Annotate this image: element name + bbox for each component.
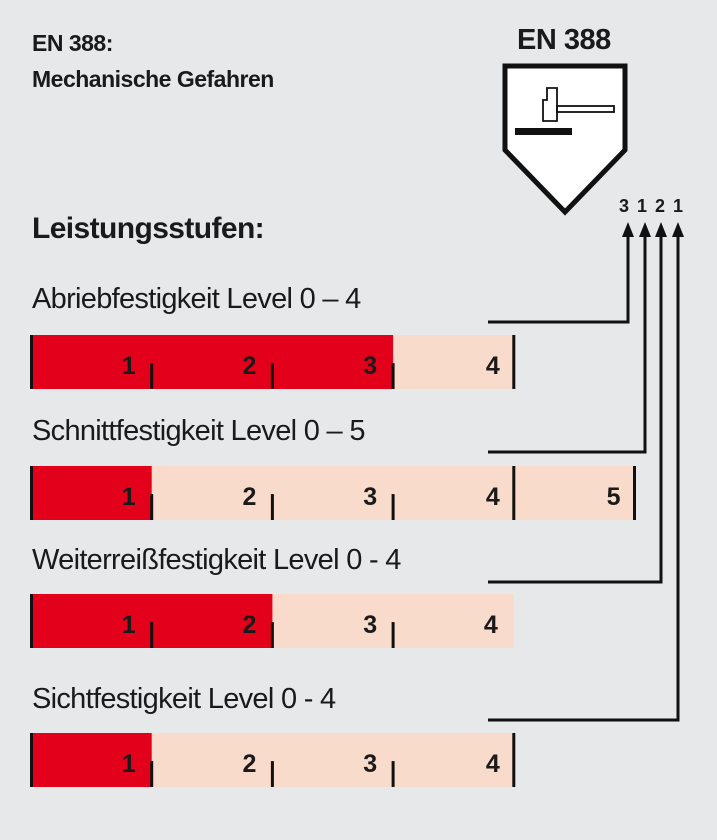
level-tick-label: 2 xyxy=(242,750,256,778)
code-digit-tear: 2 xyxy=(654,196,665,216)
bar-tick-mark xyxy=(512,733,516,787)
connector-lines xyxy=(488,222,684,722)
connector-line xyxy=(488,232,680,722)
bar-tick-mark xyxy=(512,466,516,520)
bar-tick-mark xyxy=(270,761,274,787)
bar-achieved-fill xyxy=(31,466,152,520)
level-bar: 1 2 3 4 5 xyxy=(30,466,636,520)
bar-tick-mark xyxy=(512,335,516,389)
level-bar: 1 2 3 4 xyxy=(30,335,516,389)
level-tick-label: 4 xyxy=(486,352,500,380)
connector-line xyxy=(488,232,630,324)
level-tick-label: 1 xyxy=(122,483,136,511)
bar-start-marker xyxy=(30,733,33,787)
category-label-tear: Weiterreißfestigkeit Level 0 - 4 xyxy=(32,544,401,576)
level-tick-label: 3 xyxy=(363,352,377,380)
code-digit-abrasion: 3 xyxy=(618,196,629,216)
level-bar: 1 2 3 4 xyxy=(30,594,514,648)
bar-tick-mark xyxy=(150,761,154,787)
level-tick-label: 2 xyxy=(242,483,256,511)
bar-start-marker xyxy=(30,335,33,389)
bar-tick-mark xyxy=(270,622,274,648)
title-line-1: EN 388: xyxy=(32,30,113,56)
level-tick-label: 4 xyxy=(486,750,500,778)
code-digit-puncture: 1 xyxy=(672,196,683,216)
arrow-up-icon xyxy=(639,222,651,237)
bar-tick-mark xyxy=(391,622,395,648)
arrow-up-icon xyxy=(622,222,634,237)
shield-icon xyxy=(502,63,628,216)
level-tick-label: 3 xyxy=(363,750,377,778)
level-bars: 1 2 3 4 1 2 3 4 5 1 2 3 4 1 2 3 4 xyxy=(30,335,636,787)
code-digit-cut: 1 xyxy=(636,196,647,216)
hammer-icon xyxy=(542,87,615,122)
bar-tick-mark xyxy=(270,363,274,389)
level-tick-label: 5 xyxy=(607,483,621,511)
level-tick-label: 4 xyxy=(484,611,498,639)
connector-line xyxy=(488,232,647,454)
bar-tick-mark xyxy=(633,466,636,520)
bar-start-marker xyxy=(30,466,33,520)
performance-levels-heading: Leistungsstufen: xyxy=(32,212,265,245)
level-tick-label: 2 xyxy=(242,611,256,639)
arrow-up-icon xyxy=(655,222,667,237)
level-tick-label: 2 xyxy=(242,352,256,380)
level-tick-label: 3 xyxy=(363,611,377,639)
level-tick-label: 1 xyxy=(122,750,136,778)
badge-title: EN 388 xyxy=(517,24,611,56)
level-tick-label: 3 xyxy=(363,483,377,511)
bar-achieved-fill xyxy=(31,733,152,787)
anvil-icon xyxy=(515,128,572,135)
connector-line xyxy=(488,232,663,584)
bar-achieved-fill xyxy=(31,335,394,389)
level-tick-label: 4 xyxy=(486,483,500,511)
category-label-puncture: Sichtfestigkeit Level 0 - 4 xyxy=(32,683,336,715)
bar-tick-mark xyxy=(391,363,395,389)
bar-tick-mark xyxy=(150,494,154,520)
bar-tick-mark xyxy=(270,494,274,520)
bar-start-marker xyxy=(30,594,33,648)
level-tick-label: 1 xyxy=(122,611,136,639)
level-bar: 1 2 3 4 xyxy=(30,733,516,787)
bar-tick-mark xyxy=(391,494,395,520)
level-tick-label: 1 xyxy=(122,352,136,380)
bar-tick-mark xyxy=(391,761,395,787)
category-label-cut: Schnittfestigkeit Level 0 – 5 xyxy=(32,415,365,447)
arrow-up-icon xyxy=(672,222,684,237)
title-line-2: Mechanische Gefahren xyxy=(32,66,274,92)
bar-tick-mark xyxy=(150,622,154,648)
category-label-abrasion: Abriebfestigkeit Level 0 – 4 xyxy=(32,283,361,315)
bar-tick-mark xyxy=(150,363,154,389)
